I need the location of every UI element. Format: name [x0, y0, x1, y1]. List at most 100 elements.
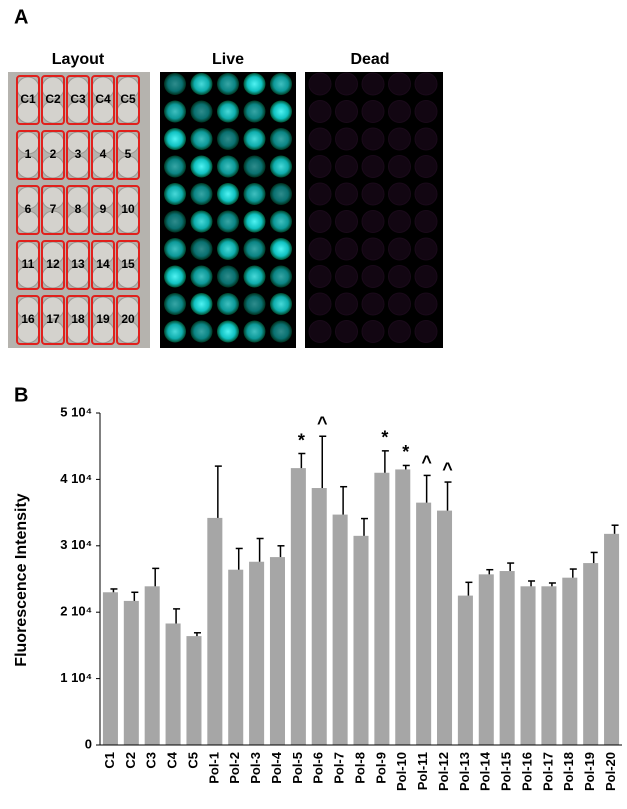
well-outline — [66, 185, 90, 235]
dead-well — [308, 72, 332, 96]
bar — [478, 574, 494, 745]
image-title: Dead — [350, 51, 389, 68]
panel-label: B — [14, 384, 28, 406]
dead-well — [361, 127, 385, 151]
well-outline — [91, 185, 115, 235]
live-well — [164, 100, 186, 123]
panel-label: A — [14, 6, 28, 28]
dead-well — [414, 292, 438, 316]
live-well — [243, 320, 266, 343]
bar — [457, 595, 473, 745]
well-label: C3 — [70, 92, 86, 106]
x-tick-label: Pol-17 — [540, 752, 555, 791]
well-label: 13 — [71, 257, 85, 271]
well-label: 17 — [46, 312, 60, 326]
x-tick-label: Pol-18 — [561, 752, 576, 791]
live-well — [270, 183, 292, 205]
well-outline — [91, 240, 115, 290]
bar — [562, 577, 578, 745]
x-tick-label: Pol-11 — [415, 752, 430, 790]
y-tick-label: 2 10⁴ — [60, 604, 92, 619]
x-tick-label: C1 — [102, 752, 117, 769]
bar — [374, 472, 390, 745]
well-label: 18 — [71, 312, 85, 326]
live-well — [217, 210, 239, 233]
live-well — [243, 210, 266, 233]
live-well — [243, 238, 266, 260]
dead-well — [335, 210, 358, 233]
well-outline — [66, 295, 90, 345]
bar — [249, 561, 265, 745]
well-outline — [16, 240, 40, 290]
x-tick-label: Pol-6 — [311, 752, 326, 784]
significance-marker: * — [298, 430, 305, 450]
x-tick-label: Pol-12 — [436, 752, 451, 791]
significance-marker: * — [381, 428, 388, 448]
y-tick-label: 4 10⁴ — [60, 471, 92, 486]
live-well — [217, 155, 239, 178]
live-well — [190, 265, 213, 288]
dead-well — [361, 100, 385, 123]
bar — [311, 488, 327, 745]
live-well — [217, 265, 239, 288]
live-well — [243, 100, 266, 123]
dead-well — [308, 182, 332, 206]
well-label: C5 — [120, 92, 136, 106]
well-label: C2 — [45, 92, 61, 106]
dead-well — [388, 72, 411, 96]
live-well — [270, 210, 292, 233]
live-well — [270, 100, 292, 123]
well-outline — [91, 75, 115, 125]
x-tick-label: C3 — [144, 752, 159, 769]
dead-well — [308, 320, 332, 343]
live-well — [270, 293, 292, 315]
well-outline — [16, 185, 40, 235]
bar — [186, 636, 202, 745]
bar — [520, 586, 536, 745]
well-label: 16 — [21, 312, 35, 326]
dead-well — [335, 320, 358, 343]
well-outline — [41, 130, 65, 180]
x-tick-label: C2 — [123, 752, 138, 769]
live-well — [270, 155, 292, 178]
dead-well — [361, 72, 385, 96]
live-well — [243, 265, 266, 288]
live-well — [217, 128, 239, 150]
dead-well — [308, 292, 332, 316]
dead-well — [414, 155, 438, 178]
live-well — [190, 155, 213, 178]
live-well — [164, 210, 186, 233]
live-well — [190, 73, 213, 95]
y-tick-label: 3 10⁴ — [60, 537, 92, 552]
y-tick-label: 0 — [85, 736, 92, 751]
well-outline — [91, 295, 115, 345]
well-label: 8 — [75, 202, 82, 216]
well-outline — [66, 130, 90, 180]
bar — [228, 569, 244, 745]
live-well — [164, 73, 186, 95]
x-tick-label: Pol-16 — [519, 752, 534, 791]
dead-well — [308, 237, 332, 261]
well-outline — [16, 75, 40, 125]
live-well — [270, 238, 292, 260]
live-well — [270, 73, 292, 95]
dead-well — [414, 320, 438, 343]
bar — [144, 586, 160, 745]
live-well — [217, 238, 239, 260]
dead-well — [414, 182, 438, 206]
dead-well — [414, 265, 438, 288]
bar — [207, 517, 223, 745]
well-outline — [41, 75, 65, 125]
x-tick-label: Pol-4 — [269, 751, 284, 784]
live-well — [243, 183, 266, 205]
dead-well — [308, 155, 332, 178]
significance-marker: ^ — [442, 459, 453, 479]
well-label: 5 — [125, 147, 132, 161]
dead-well — [414, 237, 438, 261]
well-label: 11 — [22, 257, 35, 271]
bar — [499, 571, 515, 745]
x-tick-label: Pol-2 — [227, 752, 242, 784]
bar — [395, 469, 411, 745]
live-well — [164, 293, 186, 315]
